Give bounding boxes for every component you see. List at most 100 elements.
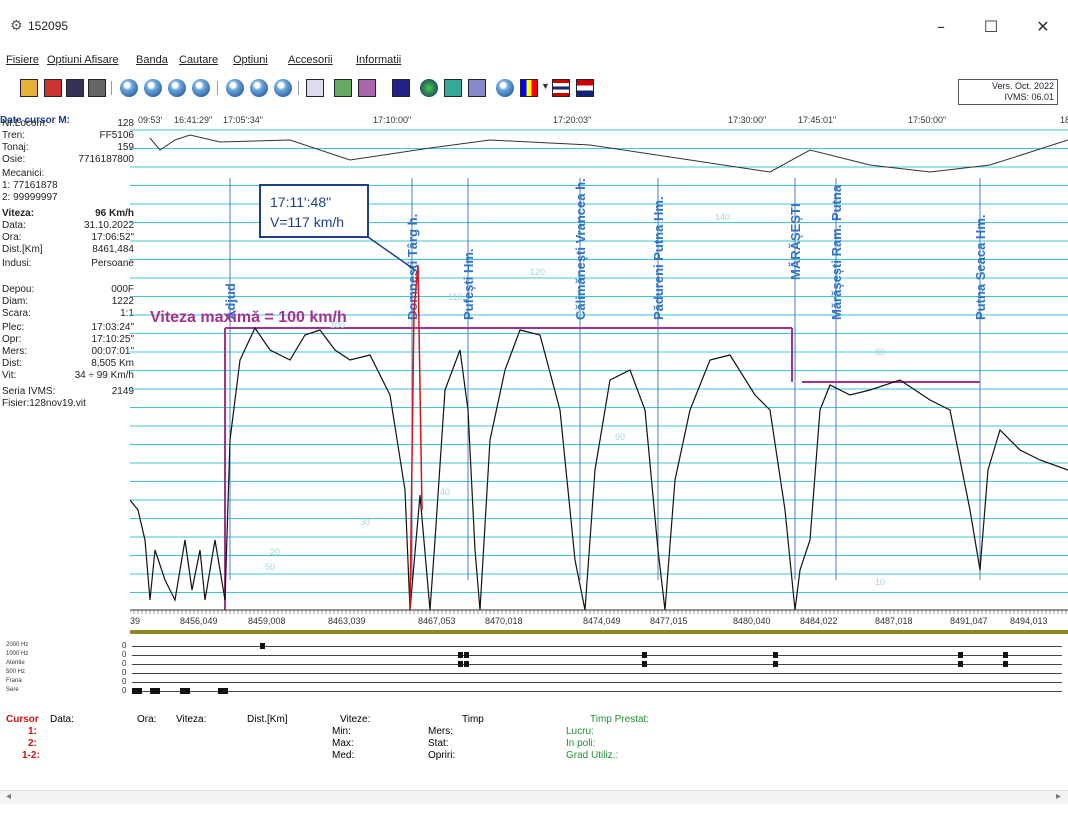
zoom-reset-icon[interactable] <box>250 79 268 97</box>
signal-icon[interactable] <box>468 79 486 97</box>
info-row: 2: 99999997 <box>2 192 138 205</box>
flag-ro-icon[interactable] <box>520 79 538 97</box>
help-icon[interactable] <box>496 79 514 97</box>
speed-scale-label: 50 <box>265 562 275 572</box>
cursor-time-2: 17:05':34" <box>223 115 263 125</box>
info-key: Tren: <box>2 130 25 141</box>
info-value: 96 Km/h <box>95 208 134 219</box>
signal-mark <box>1003 661 1008 667</box>
flag-other-icon[interactable] <box>576 79 594 97</box>
info-key: Scara: <box>2 308 31 319</box>
info-value: 17:06:52" <box>91 232 134 243</box>
menu-cautare[interactable]: Cautare <box>179 54 219 66</box>
cursor-time-6: 17:45:01" <box>798 115 837 125</box>
info-key: Vit: <box>2 370 17 381</box>
signal-label: 1000 Hz <box>6 651 29 657</box>
menu-accesorii[interactable]: Accesorii <box>288 54 333 66</box>
info-key: Plec: <box>2 322 25 333</box>
speed-scale-label: 140 <box>715 212 730 222</box>
signal-mark <box>773 661 778 667</box>
cursor-speed-text: V=117 km/h <box>270 214 344 230</box>
maximize-button[interactable]: ☐ <box>983 17 999 36</box>
cursor-label: Cursor <box>6 714 39 725</box>
signal-mark <box>464 652 469 658</box>
train-icon[interactable] <box>334 79 352 97</box>
cursor-time-7: 17:50:00" <box>908 115 947 125</box>
col-viteze: Viteze: <box>340 714 371 725</box>
scroll-right-icon[interactable]: ▸ <box>1056 791 1062 802</box>
info-key: Viteza: <box>2 208 35 219</box>
scroll-left-icon[interactable]: ◂ <box>6 791 12 802</box>
signal-mark <box>958 652 963 658</box>
menu-fisiere[interactable]: Fisiere <box>6 54 40 66</box>
flag-uk-icon[interactable] <box>552 79 570 97</box>
speed-chart[interactable]: Adjud Domnești Târg h. Pufești Hm. Călimăne… <box>130 110 1068 640</box>
horizontal-scrollbar[interactable]: ◂ ▸ <box>0 790 1068 804</box>
info-value: 128 <box>117 118 134 129</box>
info-row: Dist: 8,505 Km <box>2 358 138 371</box>
signals-panel: 2000 Hz 0 1000 Hz 0 Atentie 0 500 Hz 0 Frana 0 Ser… <box>0 640 1068 710</box>
nav-last-icon[interactable] <box>192 79 210 97</box>
col-timp-prestat: Timp Prestat: <box>590 714 650 725</box>
nav-next-icon[interactable] <box>168 79 186 97</box>
app-icon: ⚙ <box>10 18 23 34</box>
title-bar: ⚙ 152095 – ☐ ✕ <box>0 0 1068 50</box>
timp-mers: Mers: <box>428 726 453 737</box>
info-value: 31.10.2022 <box>83 220 134 231</box>
timp-stat: Stat: <box>428 738 449 749</box>
info-row: Viteza: 96 Km/h <box>2 208 138 221</box>
menu-bar: Fisiere Optiuni Afisare Banda Cautare Op… <box>0 50 1068 72</box>
cursor-times-row: 09:53' 16:41:29" 17:05':34" 17:10:00" 17:20:… <box>138 115 1068 127</box>
toolbar-separator <box>298 81 299 95</box>
elevation-profile <box>149 134 1068 173</box>
menu-optiuni[interactable]: Optiuni <box>233 54 268 66</box>
refresh-icon[interactable] <box>444 79 462 97</box>
route-icon[interactable] <box>358 79 376 97</box>
cursor-time-5: 17:30:00" <box>728 115 767 125</box>
minimize-button[interactable]: – <box>937 17 945 36</box>
info-row: Indusi: Persoane <box>2 258 138 271</box>
info-row: Opr: 17:10:25" <box>2 334 138 347</box>
signal-mark <box>218 688 228 694</box>
speed-scale-label: 20 <box>270 547 280 557</box>
distance-tick-label: 8480,040 <box>733 616 771 626</box>
nav-prev-icon[interactable] <box>144 79 162 97</box>
open-folder-icon[interactable] <box>20 79 38 97</box>
zoom-out-icon[interactable] <box>226 79 244 97</box>
print-icon[interactable] <box>88 79 106 97</box>
open-file-icon[interactable] <box>44 79 62 97</box>
flag-dropdown-icon[interactable]: ▼ <box>541 81 550 91</box>
signal-mark <box>458 661 463 667</box>
distance-tick-label: 8470,018 <box>485 616 523 626</box>
speed-scale-label: 10 <box>875 577 885 587</box>
cursor-info-box <box>259 184 369 238</box>
distance-tick-label: 8459,008 <box>248 616 286 626</box>
row-1: 1: <box>28 726 37 737</box>
signal-mark <box>260 643 265 649</box>
distance-tick-label: 8456,049 <box>180 616 218 626</box>
speed-scale-label: 110 <box>448 292 462 302</box>
distance-tick-label: 39 <box>130 616 140 626</box>
signal-mark <box>180 688 190 694</box>
document-icon[interactable] <box>392 79 410 97</box>
menu-banda[interactable]: Banda <box>136 54 168 66</box>
signal-line <box>132 664 1062 665</box>
station-label: Călimănești Vrancea h. <box>573 178 588 320</box>
info-value: 1222 <box>111 296 134 307</box>
menu-optiuni-afisare[interactable]: Optiuni Afisare <box>47 54 119 66</box>
signal-label: 500 Hz <box>6 669 26 675</box>
menu-informatii[interactable]: Informatii <box>356 54 402 66</box>
info-key: Seria IVMS: <box>2 386 56 397</box>
nav-first-icon[interactable] <box>120 79 138 97</box>
fit-window-icon[interactable] <box>306 79 324 97</box>
close-button[interactable]: ✕ <box>1036 17 1050 36</box>
globe-icon[interactable] <box>420 79 438 97</box>
vit-min: Min: <box>332 726 351 737</box>
save-icon[interactable] <box>66 79 84 97</box>
info-key: Nr.Locom: <box>2 118 48 129</box>
zoom-in-icon[interactable] <box>274 79 292 97</box>
bottom-stats: Cursor Data: Ora: Viteza: Dist.[Km] Vite… <box>0 710 1068 790</box>
info-row: Depou: 000F <box>2 284 138 297</box>
info-key: Dist.[Km] <box>2 244 43 255</box>
col-dist: Dist.[Km] <box>247 714 288 725</box>
